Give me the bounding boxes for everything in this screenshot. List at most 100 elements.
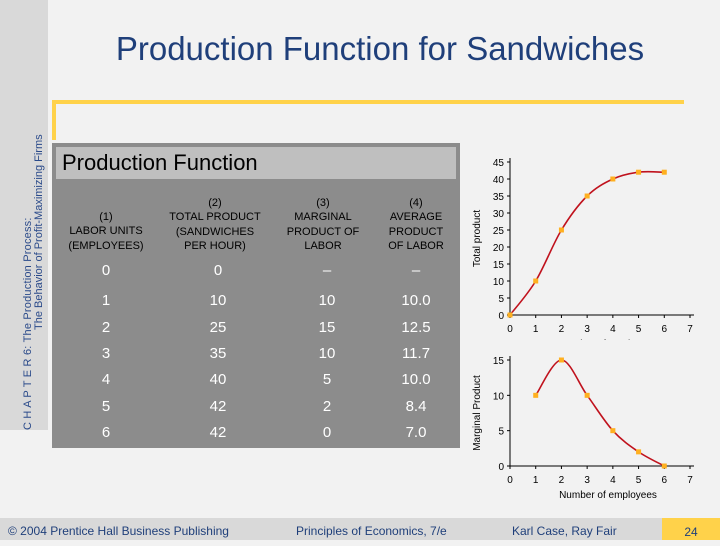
title-divider — [52, 100, 684, 104]
y-tick-label: 5 — [498, 294, 504, 305]
table-cell: 6 — [101, 424, 111, 441]
x-tick-label: 0 — [507, 475, 513, 486]
y-tick-label: 15 — [493, 356, 505, 367]
footer-copyright: © 2004 Prentice Hall Business Publishing — [8, 524, 229, 538]
data-point — [558, 227, 564, 233]
column-header-4: (4) AVERAGE PRODUCT OF LABOR — [366, 196, 466, 253]
series-line — [535, 359, 665, 467]
total-product-chart: 05101520253035404501234567Number of empl… — [472, 158, 694, 340]
table-cell: 42 — [209, 424, 227, 441]
x-tick-label: 6 — [662, 475, 668, 486]
production-table — [52, 143, 460, 448]
y-tick-label: 5 — [498, 427, 504, 438]
table-cell: – — [322, 262, 332, 279]
column-header-line: LABOR UNITS — [69, 225, 143, 238]
column-header-line: (SANDWICHES — [175, 225, 255, 238]
footer-book: Principles of Economics, 7/e — [296, 524, 447, 538]
chapter-sidebar — [0, 0, 48, 430]
x-tick-label: 2 — [559, 324, 565, 335]
column-header-line: (1) — [99, 211, 113, 223]
y-tick-label: 45 — [493, 158, 505, 169]
x-tick-label: 5 — [636, 324, 642, 335]
x-tick-label: 2 — [559, 475, 565, 486]
table-cell: 0 — [213, 262, 223, 279]
x-tick-label: 5 — [636, 475, 642, 486]
column-header-line: TOTAL PRODUCT — [169, 211, 261, 224]
table-cell: 1 — [101, 292, 111, 309]
column-header-line: PRODUCT OF — [286, 225, 360, 238]
table-cell: 11.7 — [401, 345, 431, 362]
data-point — [610, 176, 616, 182]
slide-title: Production Function for Sandwiches — [115, 30, 645, 67]
table-title: Production Function — [62, 150, 258, 175]
table-cell: 42 — [209, 398, 227, 415]
column-header-3: (3) MARGINAL PRODUCT OF LABOR — [273, 196, 373, 253]
x-tick-label: 4 — [610, 324, 616, 335]
table-title-bar — [56, 147, 456, 179]
data-point — [584, 392, 590, 398]
table-cell: 2 — [101, 319, 111, 336]
column-header-line: PRODUCT — [388, 225, 444, 238]
y-tick-label: 0 — [498, 462, 504, 473]
data-point — [584, 193, 590, 199]
footer-bar — [0, 518, 720, 540]
table-cell: 35 — [209, 345, 227, 362]
table-cell: 10.0 — [401, 292, 431, 309]
column-header-line: MARGINAL — [294, 211, 352, 224]
x-axis-label: Number of employees — [559, 339, 657, 340]
footer-authors: Karl Case, Ray Fair — [512, 524, 617, 538]
table-cell: 0 — [101, 262, 111, 279]
y-axis-label: Total product — [472, 210, 483, 267]
title-divider-stub — [52, 100, 56, 140]
table-cell: 0 — [322, 424, 332, 441]
table-cell: 12.5 — [401, 319, 431, 336]
y-tick-label: 0 — [498, 311, 504, 322]
table-cell: 10 — [318, 345, 336, 362]
y-tick-label: 20 — [493, 243, 505, 254]
table-cell: 5 — [322, 371, 332, 388]
table-cell: 2 — [322, 398, 332, 415]
table-cell: 25 — [209, 319, 227, 336]
data-point — [636, 449, 642, 455]
data-point — [558, 357, 564, 363]
column-header-line: LABOR — [304, 239, 342, 252]
column-header-line: (3) — [316, 197, 330, 209]
table-cell: 15 — [318, 319, 336, 336]
table-cell: 8.4 — [405, 398, 427, 415]
page-number: 24 — [662, 518, 720, 540]
data-point — [533, 392, 539, 398]
column-header-line: (4) — [409, 197, 423, 209]
x-tick-label: 6 — [662, 324, 668, 335]
x-tick-label: 3 — [584, 324, 590, 335]
y-tick-label: 25 — [493, 226, 505, 237]
data-point — [636, 169, 642, 175]
column-header-line: (EMPLOYEES) — [68, 239, 144, 252]
y-tick-label: 15 — [493, 260, 505, 271]
x-tick-label: 3 — [584, 475, 590, 486]
x-axis-label: Number of employees — [559, 490, 657, 501]
y-axis-label: Marginal Product — [472, 375, 483, 451]
x-tick-label: 7 — [687, 324, 693, 335]
x-tick-label: 1 — [533, 324, 539, 335]
x-tick-label: 7 — [687, 475, 693, 486]
table-cell: – — [411, 262, 421, 279]
y-tick-label: 10 — [493, 277, 505, 288]
data-point — [610, 428, 616, 434]
column-header-line: OF LABOR — [388, 239, 444, 252]
table-cell: 40 — [209, 371, 227, 388]
marginal-product-chart: 0 5 10 15 0 1 2 3 4 5 6 7 Number of employees Margina… — [472, 356, 694, 501]
y-tick-label: 40 — [493, 175, 505, 186]
data-point — [661, 463, 667, 469]
table-cell: 10 — [318, 292, 336, 309]
column-header-2: (2) TOTAL PRODUCT (SANDWICHES PER HOUR) — [165, 196, 265, 253]
data-point — [507, 312, 513, 318]
x-tick-label: 4 — [610, 475, 616, 486]
table-cell: 10.0 — [401, 371, 431, 388]
table-cell: 4 — [101, 371, 111, 388]
data-point — [661, 169, 667, 175]
data-point — [533, 278, 539, 284]
x-tick-label: 1 — [533, 475, 539, 486]
table-cell: 3 — [101, 345, 111, 362]
column-header-1: (1) LABOR UNITS (EMPLOYEES) — [56, 210, 156, 253]
column-header-line: (2) — [208, 197, 222, 209]
